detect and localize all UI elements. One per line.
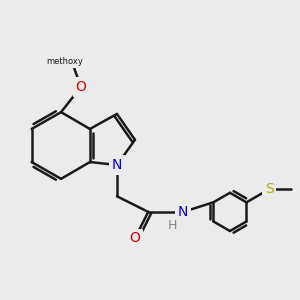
Text: O: O bbox=[76, 80, 86, 94]
Text: H: H bbox=[168, 219, 178, 232]
Text: methoxy: methoxy bbox=[46, 57, 83, 66]
Text: N: N bbox=[112, 158, 122, 172]
Text: N: N bbox=[178, 205, 188, 219]
Text: O: O bbox=[130, 231, 140, 245]
Text: S: S bbox=[265, 182, 274, 196]
